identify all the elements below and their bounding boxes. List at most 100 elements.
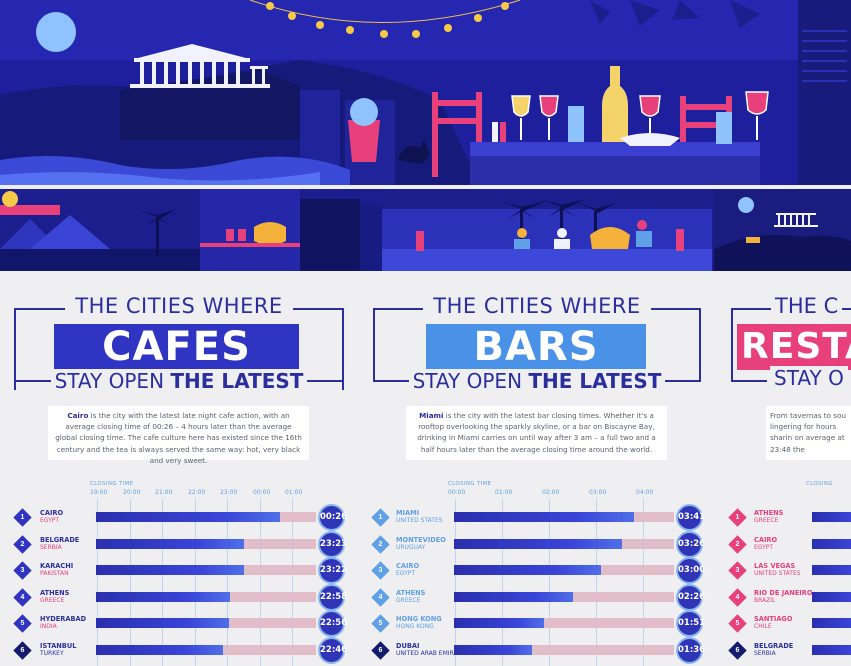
- rank-number: 1: [20, 514, 25, 521]
- country-name: GREECE: [396, 597, 421, 604]
- gridline: [97, 499, 98, 666]
- bar: [96, 565, 244, 575]
- axis-tick-label: 19:00: [90, 489, 108, 496]
- country-name: PAKISTAN: [40, 570, 69, 577]
- bar: [812, 592, 851, 602]
- rank-number: 6: [378, 647, 383, 654]
- rank-number: 5: [20, 620, 25, 627]
- country-name: UNITED STATES: [754, 570, 801, 577]
- bar: [454, 592, 573, 602]
- gridline: [596, 499, 597, 666]
- vine-leaves-icon: [590, 0, 760, 28]
- city-name: CAIRO: [754, 536, 778, 544]
- restaurants-description: From tavernas to sou lingering for hours…: [766, 406, 851, 460]
- city-name: ATHENS: [396, 589, 426, 597]
- bars-title-frame-bottom-left: [373, 380, 413, 382]
- rank-marker: 1: [13, 508, 32, 527]
- restaurants-title-top: THE C: [771, 294, 843, 318]
- bar: [812, 512, 851, 522]
- rank-number: 2: [20, 541, 25, 548]
- plant-pot-icon: [348, 120, 380, 162]
- closing-time-badge: 03:41: [676, 504, 705, 531]
- rank-number: 4: [735, 594, 740, 601]
- rank-marker: 2: [728, 535, 747, 554]
- acropolis-icon: [130, 44, 270, 88]
- restaurants-axis-label: CLOSING: [806, 481, 833, 487]
- rank-marker: 3: [728, 561, 747, 580]
- rank-number: 3: [20, 567, 25, 574]
- bar: [454, 645, 533, 655]
- axis-tick-label: 00:00: [253, 489, 271, 496]
- bar-track: [454, 618, 674, 628]
- rank-marker: 5: [13, 614, 32, 633]
- rank-number: 1: [378, 514, 383, 521]
- palm-tree-icon: [140, 209, 176, 257]
- city-name: BELGRADE: [40, 536, 80, 544]
- rank-marker: 2: [371, 535, 390, 554]
- bars-description: Miami is the city with the latest bar cl…: [406, 406, 667, 460]
- closing-time-badge: 02:26: [676, 584, 705, 611]
- axis-tick-label: 20:00: [123, 489, 141, 496]
- country-name: SERBIA: [754, 650, 776, 657]
- rank-number: 5: [735, 620, 740, 627]
- glass-icon: [568, 106, 584, 142]
- country-name: TURKEY: [40, 650, 64, 657]
- rank-marker: 6: [371, 641, 390, 660]
- bar: [812, 618, 851, 628]
- city-name: BELGRADE: [754, 642, 794, 650]
- gridline: [502, 499, 503, 666]
- country-name: URUGUAY: [396, 544, 426, 551]
- country-name: UNITED ARAB EMIRATES: [396, 650, 469, 657]
- rank-number: 6: [735, 647, 740, 654]
- rank-marker: 3: [371, 561, 390, 580]
- rank-marker: 6: [728, 641, 747, 660]
- country-name: INDIA: [40, 623, 57, 630]
- bar: [812, 645, 851, 655]
- bars-title-frame-bottom-right: [663, 380, 701, 382]
- rank-marker: 4: [13, 588, 32, 607]
- country-name: EGYPT: [754, 544, 774, 551]
- bars-title-highlight: [426, 324, 646, 370]
- bar: [454, 512, 635, 522]
- axis-tick-label: 00:00: [448, 489, 466, 496]
- teapot-icon: [254, 222, 286, 245]
- bar: [812, 565, 851, 575]
- axis-tick-label: 04:00: [636, 489, 654, 496]
- closing-time-badge: 22:46: [318, 637, 347, 664]
- city-name: ATHENS: [40, 589, 70, 597]
- bar: [96, 539, 245, 549]
- axis-tick-label: 02:00: [542, 489, 560, 496]
- rank-marker: 1: [728, 508, 747, 527]
- country-name: GREECE: [40, 597, 65, 604]
- hero-illustration: [0, 0, 851, 185]
- closing-time-badge: 22:58: [318, 584, 347, 611]
- city-name: ATHENS: [754, 509, 784, 517]
- rank-marker: 1: [371, 508, 390, 527]
- rank-number: 2: [378, 541, 383, 548]
- rank-marker: 4: [371, 588, 390, 607]
- country-name: GREECE: [754, 517, 779, 524]
- country-name: EGYPT: [40, 517, 60, 524]
- cat-icon: [398, 140, 429, 164]
- bar: [454, 539, 622, 549]
- closing-time-badge: 01:36: [676, 637, 705, 664]
- restaurants-title-highlight: [737, 324, 851, 370]
- rank-number: 2: [735, 541, 740, 548]
- rank-marker: 6: [13, 641, 32, 660]
- cafes-title-frame-bottom-right: [306, 380, 344, 382]
- gridline: [643, 499, 644, 666]
- closing-time-badge: 03:00: [676, 557, 705, 584]
- cafes-title-frame-side-bottom: [14, 308, 16, 382]
- acropolis-icon: [774, 213, 818, 227]
- rank-number: 3: [378, 567, 383, 574]
- axis-tick-label: 01:00: [495, 489, 513, 496]
- bar: [96, 618, 230, 628]
- bar: [96, 592, 231, 602]
- gridline: [455, 499, 456, 666]
- bar: [454, 618, 545, 628]
- cafes-description: Cairo is the city with the latest late n…: [48, 406, 309, 465]
- city-name: CAIRO: [396, 562, 420, 570]
- cafes-title-big: CAFES: [102, 324, 251, 370]
- closing-time-badge: 01:51: [676, 610, 705, 637]
- rank-number: 6: [20, 647, 25, 654]
